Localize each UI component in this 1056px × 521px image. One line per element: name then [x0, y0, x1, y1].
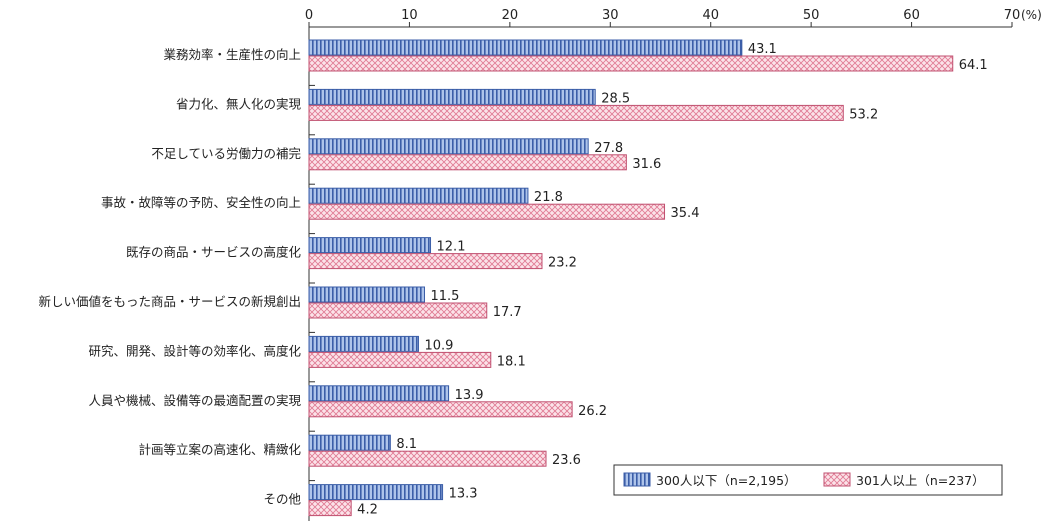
x-tick-label: 0	[305, 8, 313, 23]
data-label: 13.9	[455, 388, 484, 403]
bar-series-1	[308, 286, 425, 303]
x-axis-unit-label: (%)	[1021, 8, 1042, 22]
legend-label-series-2: 301人以上（n=237）	[856, 473, 985, 488]
data-label: 17.7	[493, 305, 522, 320]
bar-series-2	[308, 500, 352, 517]
bar-series-2	[308, 401, 573, 418]
bar-series-1	[308, 335, 419, 352]
x-tick-label: 40	[702, 8, 719, 23]
data-label: 28.5	[601, 91, 630, 106]
category-label: その他	[263, 492, 301, 507]
x-tick-label: 20	[502, 8, 519, 23]
legend-swatch-series-1	[623, 472, 651, 487]
data-label: 11.5	[430, 289, 459, 304]
bar-series-2	[308, 351, 492, 368]
legend-box	[613, 464, 1003, 496]
data-label: 43.1	[748, 42, 777, 57]
data-label: 13.3	[449, 487, 478, 502]
legend-swatch-series-2	[823, 472, 851, 487]
bar-series-2	[308, 203, 666, 220]
data-label: 53.2	[849, 107, 878, 122]
bar-series-2	[308, 55, 954, 72]
legend-label-series-1: 300人以下（n=2,195）	[656, 473, 797, 488]
x-tick-label: 60	[903, 8, 920, 23]
data-label: 18.1	[497, 354, 526, 369]
bar-series-2	[308, 302, 488, 319]
bar-series-1	[308, 385, 450, 402]
category-label: 研究、開発、設計等の効率化、高度化	[88, 343, 301, 358]
bar-series-1	[308, 187, 529, 204]
axis-layer: 0 10 20 30 40 50 60 70 (%) 業務効率・生産性の向上省力化、無人化の実現不…	[38, 8, 1042, 521]
data-label: 4.2	[357, 503, 378, 518]
data-label: 8.1	[396, 437, 417, 452]
bars-layer: 43.1 64.1 28.5 53.2 27.8 31.6 21.8 35.4 12.1 23.2…	[308, 39, 988, 518]
data-label: 35.4	[671, 206, 700, 221]
category-label: 計画等立案の高速化、精緻化	[138, 442, 301, 457]
data-label: 23.2	[548, 256, 577, 271]
category-label: 新しい価値をもった商品・サービスの新規創出	[38, 294, 301, 309]
data-label: 21.8	[534, 190, 563, 205]
category-label: 省力化、無人化の実現	[176, 96, 302, 111]
category-label: 既存の商品・サービスの高度化	[126, 245, 302, 260]
category-label: 人員や機械、設備等の最適配置の実現	[88, 393, 301, 408]
category-label: 不足している労働力の補完	[151, 146, 301, 161]
bar-series-2	[308, 154, 627, 171]
bar-series-2	[308, 450, 547, 467]
x-tick-label: 50	[803, 8, 820, 23]
x-tick-label: 30	[602, 8, 619, 23]
bar-series-1	[308, 88, 596, 105]
legend: 300人以下（n=2,195） 301人以上（n=237）	[613, 464, 1003, 496]
data-label: 27.8	[594, 141, 623, 156]
bar-series-1	[308, 434, 391, 451]
data-label: 26.2	[578, 404, 607, 419]
category-label: 業務効率・生産性の向上	[163, 47, 301, 62]
data-label: 64.1	[959, 58, 988, 73]
bar-series-1	[308, 138, 589, 155]
bar-series-1	[308, 484, 444, 501]
x-tick-label: 10	[401, 8, 418, 23]
data-label: 12.1	[437, 240, 466, 255]
data-label: 23.6	[552, 453, 581, 468]
bar-series-2	[308, 253, 543, 270]
bar-series-2	[308, 104, 844, 121]
x-tick-label: 70	[1004, 8, 1021, 23]
category-label: 事故・故障等の予防、安全性の向上	[101, 195, 301, 210]
data-label: 10.9	[424, 338, 453, 353]
data-label: 31.6	[632, 157, 661, 172]
bar-series-1	[308, 237, 432, 254]
bar-series-1	[308, 39, 743, 56]
